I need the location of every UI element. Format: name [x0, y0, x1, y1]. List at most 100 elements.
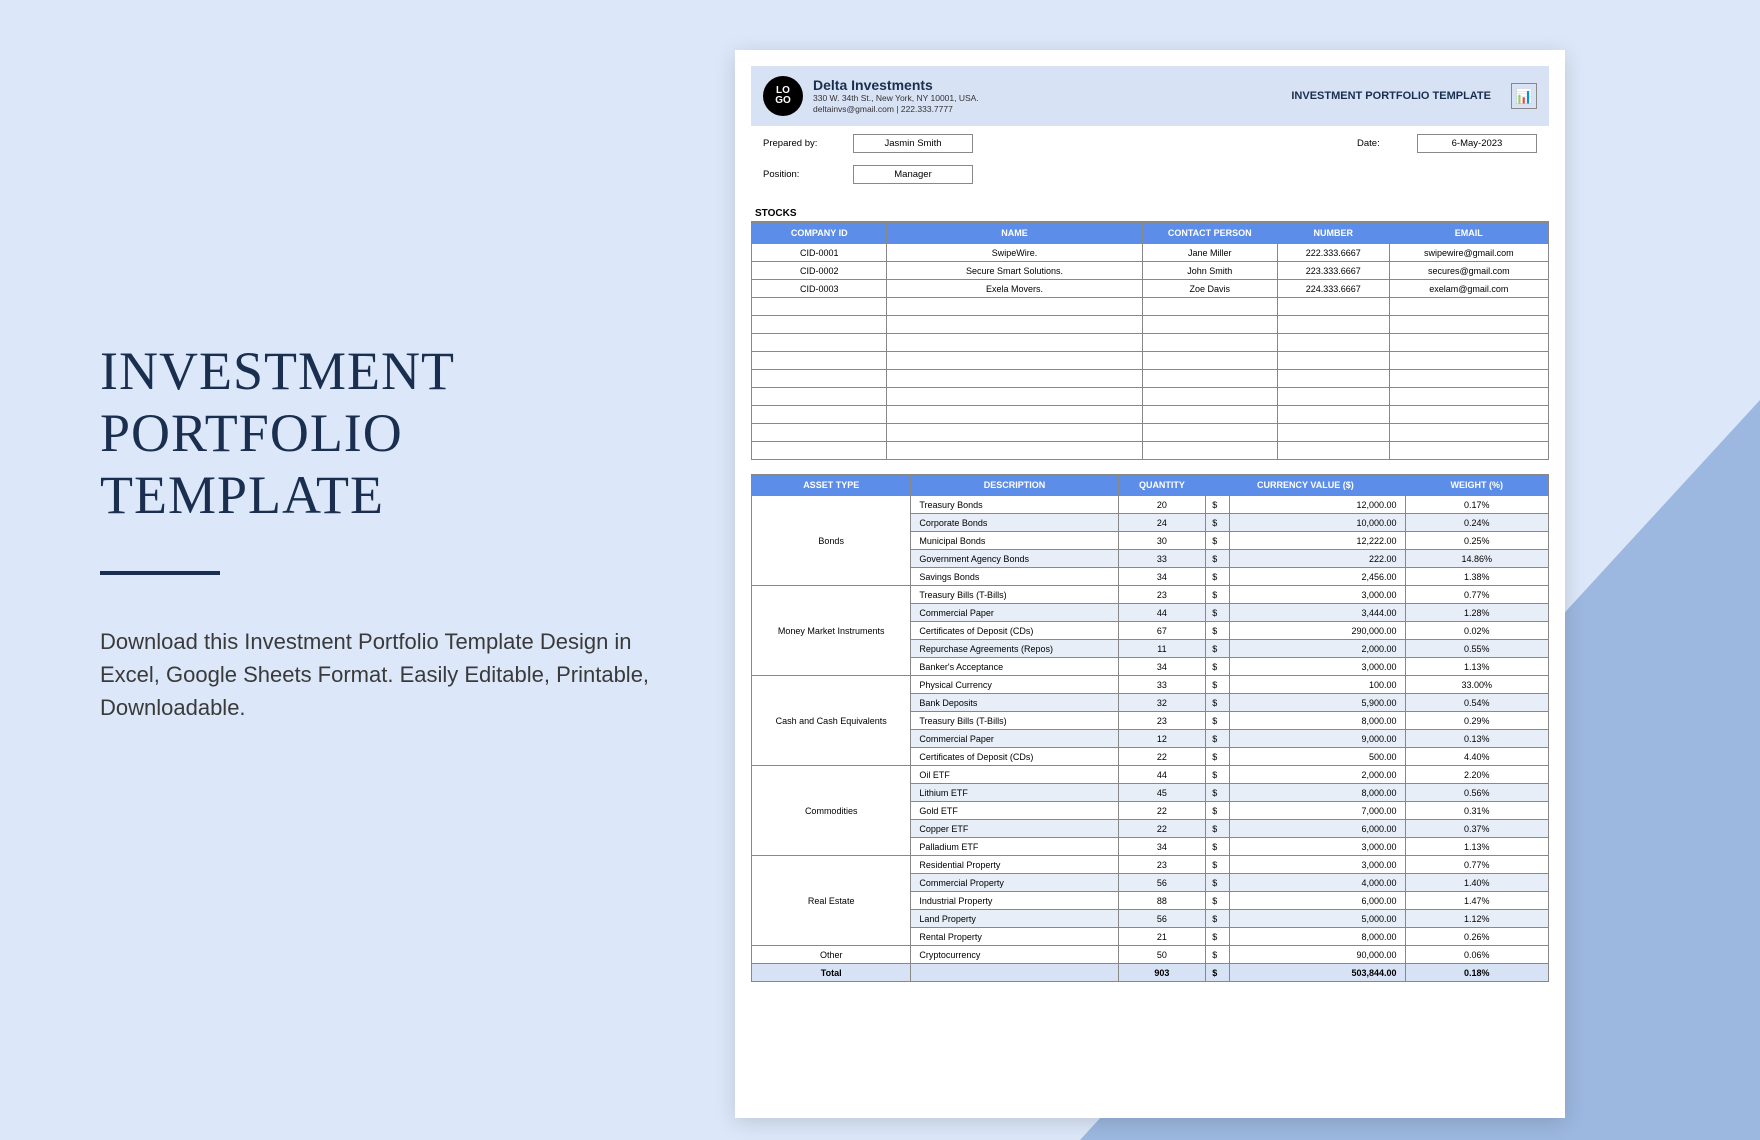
table-cell: 44 [1118, 766, 1206, 784]
table-cell: Bank Deposits [911, 694, 1118, 712]
table-cell: 3,000.00 [1230, 856, 1405, 874]
table-cell: $ [1206, 946, 1230, 964]
table-cell: Lithium ETF [911, 784, 1118, 802]
stocks-header-cell: NUMBER [1278, 223, 1390, 244]
table-cell: 1.28% [1405, 604, 1549, 622]
title-underline [100, 571, 220, 575]
table-cell: 34 [1118, 838, 1206, 856]
table-cell [752, 352, 887, 370]
table-cell: $ [1206, 730, 1230, 748]
asset-type-cell: Commodities [752, 766, 911, 856]
table-cell [887, 334, 1142, 352]
table-cell [1389, 334, 1548, 352]
assets-header-cell: CURRENCY VALUE ($) [1206, 475, 1405, 496]
left-panel: INVESTMENT PORTFOLIO TEMPLATE Download t… [100, 340, 660, 724]
table-cell: $ [1206, 622, 1230, 640]
table-cell: Certificates of Deposit (CDs) [911, 748, 1118, 766]
prepared-by-value: Jasmin Smith [853, 134, 973, 153]
table-row: Real EstateResidential Property23$3,000.… [752, 856, 1549, 874]
table-row-empty [752, 298, 1549, 316]
table-cell [1278, 388, 1390, 406]
table-cell [887, 316, 1142, 334]
table-cell: 23 [1118, 856, 1206, 874]
table-cell [752, 370, 887, 388]
table-row-empty [752, 352, 1549, 370]
table-cell: 23 [1118, 712, 1206, 730]
table-cell: 4,000.00 [1230, 874, 1405, 892]
table-cell: 34 [1118, 658, 1206, 676]
table-cell: 290,000.00 [1230, 622, 1405, 640]
company-info: Delta Investments 330 W. 34th St., New Y… [813, 77, 1281, 115]
table-cell: 1.12% [1405, 910, 1549, 928]
table-cell [887, 352, 1142, 370]
table-cell: 222.00 [1230, 550, 1405, 568]
table-cell: 5,900.00 [1230, 694, 1405, 712]
table-cell [1278, 424, 1390, 442]
table-cell: Commercial Paper [911, 604, 1118, 622]
table-cell [1142, 298, 1277, 316]
table-cell: CID-0001 [752, 244, 887, 262]
table-cell: Oil ETF [911, 766, 1118, 784]
table-cell: $ [1206, 838, 1230, 856]
table-cell: 0.18% [1405, 964, 1549, 982]
table-cell: Palladium ETF [911, 838, 1118, 856]
table-cell: 10,000.00 [1230, 514, 1405, 532]
table-cell [1389, 388, 1548, 406]
table-cell [1278, 352, 1390, 370]
table-cell: Physical Currency [911, 676, 1118, 694]
table-cell [887, 442, 1142, 460]
table-cell: Copper ETF [911, 820, 1118, 838]
table-cell: $ [1206, 550, 1230, 568]
table-cell: $ [1206, 676, 1230, 694]
table-cell: 0.17% [1405, 496, 1549, 514]
table-cell: 0.06% [1405, 946, 1549, 964]
table-cell: Residential Property [911, 856, 1118, 874]
table-cell [1389, 406, 1548, 424]
table-cell [752, 388, 887, 406]
table-cell: 20 [1118, 496, 1206, 514]
table-cell [752, 298, 887, 316]
table-row-empty [752, 424, 1549, 442]
table-cell: 21 [1118, 928, 1206, 946]
prepared-by-label: Prepared by: [763, 138, 833, 149]
table-cell: $ [1206, 748, 1230, 766]
table-cell: 88 [1118, 892, 1206, 910]
template-title: INVESTMENT PORTFOLIO TEMPLATE [1291, 90, 1491, 102]
table-cell: 33 [1118, 550, 1206, 568]
table-cell: $ [1206, 874, 1230, 892]
table-cell: 500.00 [1230, 748, 1405, 766]
stocks-header-cell: CONTACT PERSON [1142, 223, 1277, 244]
table-cell: secures@gmail.com [1389, 262, 1548, 280]
table-cell: $ [1206, 604, 1230, 622]
table-cell [887, 298, 1142, 316]
table-cell: 56 [1118, 874, 1206, 892]
table-cell: Banker's Acceptance [911, 658, 1118, 676]
stocks-section-title: STOCKS [751, 202, 1549, 222]
table-cell [1142, 370, 1277, 388]
table-cell: Treasury Bonds [911, 496, 1118, 514]
table-cell: $ [1206, 928, 1230, 946]
table-row-empty [752, 334, 1549, 352]
table-cell: 3,000.00 [1230, 838, 1405, 856]
table-cell: 30 [1118, 532, 1206, 550]
table-cell: Gold ETF [911, 802, 1118, 820]
table-cell: Total [752, 964, 911, 982]
table-cell: Secure Smart Solutions. [887, 262, 1142, 280]
title-line2: PORTFOLIO TEMPLATE [100, 403, 403, 525]
position-label: Position: [763, 169, 833, 180]
table-row-empty [752, 316, 1549, 334]
table-cell: $ [1206, 802, 1230, 820]
assets-header-cell: WEIGHT (%) [1405, 475, 1549, 496]
table-cell: Government Agency Bonds [911, 550, 1118, 568]
table-row: OtherCryptocurrency50$90,000.000.06% [752, 946, 1549, 964]
table-cell [1389, 316, 1548, 334]
table-cell [1278, 334, 1390, 352]
table-cell: 0.54% [1405, 694, 1549, 712]
table-row: CID-0001SwipeWire.Jane Miller222.333.666… [752, 244, 1549, 262]
logo-icon: LOGO [763, 76, 803, 116]
table-cell: $ [1206, 784, 1230, 802]
stocks-header-cell: COMPANY ID [752, 223, 887, 244]
table-cell: $ [1206, 514, 1230, 532]
table-cell: 222.333.6667 [1278, 244, 1390, 262]
table-cell: $ [1206, 640, 1230, 658]
